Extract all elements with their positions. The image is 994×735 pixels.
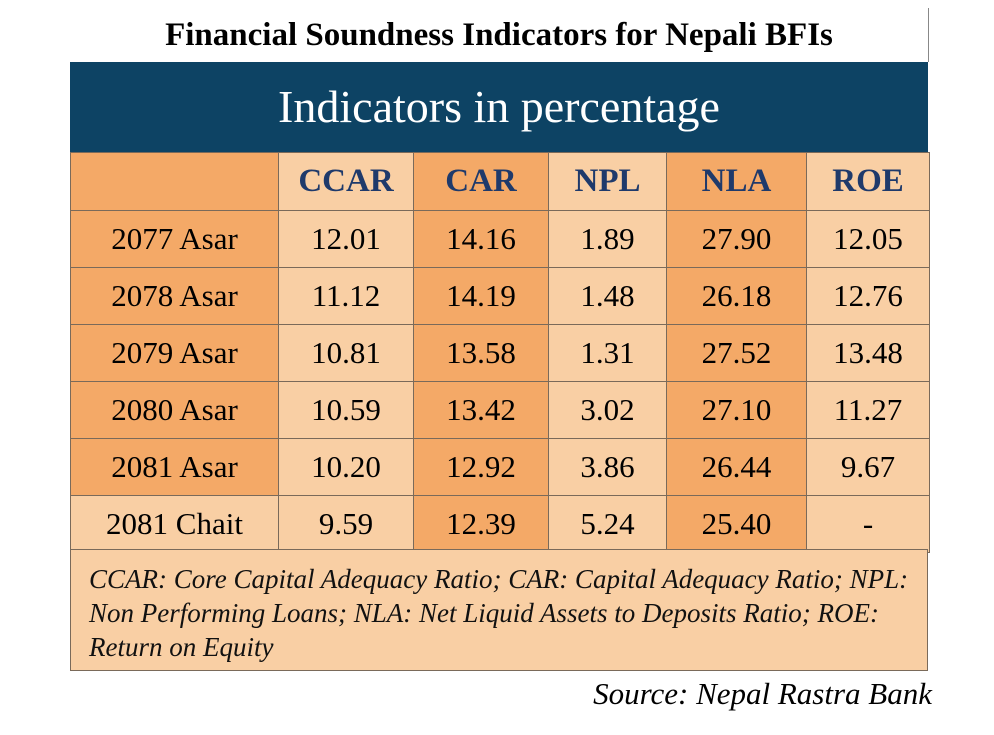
table-row: 2081 Asar 10.20 12.92 3.86 26.44 9.67 <box>70 438 930 496</box>
table-cell: 10.20 <box>278 438 414 496</box>
table-cell: 10.81 <box>278 324 414 382</box>
table-cell: 13.42 <box>413 381 549 439</box>
table-cell: 26.44 <box>666 438 807 496</box>
row-label: 2078 Asar <box>70 267 279 325</box>
table-cell: 12.01 <box>278 210 414 268</box>
chart-title: Financial Soundness Indicators for Nepal… <box>165 17 833 53</box>
table-cell: 12.05 <box>806 210 930 268</box>
abbreviations-footnote: CCAR: Core Capital Adequacy Ratio; CAR: … <box>70 549 928 671</box>
row-label: 2079 Asar <box>70 324 279 382</box>
table-cell: 12.92 <box>413 438 549 496</box>
source-note: Source: Nepal Rastra Bank <box>593 676 932 711</box>
row-label: 2081 Chait <box>70 495 279 553</box>
column-header: CCAR <box>278 152 414 211</box>
table-cell: 13.48 <box>806 324 930 382</box>
border-rule <box>928 8 929 62</box>
table-row: 2081 Chait 9.59 12.39 5.24 25.40 - <box>70 495 930 553</box>
table-cell: 1.89 <box>548 210 667 268</box>
header-corner <box>70 152 279 211</box>
column-header: CAR <box>413 152 549 211</box>
table-cell: 3.86 <box>548 438 667 496</box>
table-cell: 14.19 <box>413 267 549 325</box>
table-cell: 3.02 <box>548 381 667 439</box>
table-cell: 1.31 <box>548 324 667 382</box>
header-row: CCAR CAR NPL NLA ROE <box>70 152 930 211</box>
table-cell: 9.67 <box>806 438 930 496</box>
table-cell: 11.12 <box>278 267 414 325</box>
table-cell: 11.27 <box>806 381 930 439</box>
subtitle-banner: Indicators in percentage <box>70 62 928 152</box>
row-label: 2080 Asar <box>70 381 279 439</box>
table-cell: 13.58 <box>413 324 549 382</box>
table-row: 2078 Asar 11.12 14.19 1.48 26.18 12.76 <box>70 267 930 325</box>
column-header: NLA <box>666 152 807 211</box>
table-cell: 10.59 <box>278 381 414 439</box>
table-cell: 27.10 <box>666 381 807 439</box>
table-cell: 26.18 <box>666 267 807 325</box>
table-row: 2080 Asar 10.59 13.42 3.02 27.10 11.27 <box>70 381 930 439</box>
table-cell: 12.76 <box>806 267 930 325</box>
table-cell: 5.24 <box>548 495 667 553</box>
table-cell: 9.59 <box>278 495 414 553</box>
table-row: 2077 Asar 12.01 14.16 1.89 27.90 12.05 <box>70 210 930 268</box>
table-cell: - <box>806 495 930 553</box>
column-header: NPL <box>548 152 667 211</box>
table-cell: 25.40 <box>666 495 807 553</box>
table-cell: 1.48 <box>548 267 667 325</box>
table-cell: 14.16 <box>413 210 549 268</box>
table-cell: 12.39 <box>413 495 549 553</box>
row-label: 2077 Asar <box>70 210 279 268</box>
row-label: 2081 Asar <box>70 438 279 496</box>
indicators-table: CCAR CAR NPL NLA ROE 2077 Asar 12.01 14.… <box>70 152 930 553</box>
table-row: 2079 Asar 10.81 13.58 1.31 27.52 13.48 <box>70 324 930 382</box>
table-cell: 27.90 <box>666 210 807 268</box>
column-header: ROE <box>806 152 930 211</box>
table-cell: 27.52 <box>666 324 807 382</box>
